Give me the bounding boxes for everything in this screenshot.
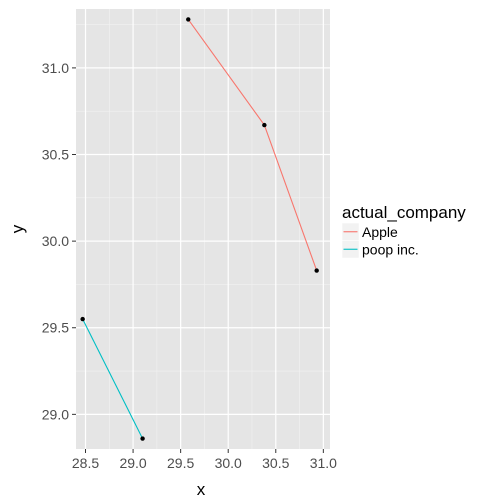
x-axis: 28.5 29.0 29.5 30.0 30.5 31.0 xyxy=(72,449,337,471)
plot-panel xyxy=(76,9,330,449)
x-tick-label: 30.5 xyxy=(262,455,289,471)
x-tick-label: 31.0 xyxy=(310,455,337,471)
legend-key: Apple xyxy=(341,222,398,241)
data-point xyxy=(314,268,319,273)
data-point xyxy=(186,17,191,22)
legend-title: actual_company xyxy=(342,203,466,222)
data-point xyxy=(140,436,145,441)
data-point xyxy=(262,122,267,128)
x-tick-label: 28.5 xyxy=(72,455,99,471)
y-axis: 29.0 29.5 30.0 30.5 31.0 xyxy=(42,60,76,422)
x-axis-title: x xyxy=(197,480,206,499)
major-gridlines xyxy=(76,9,330,449)
y-tick-label: 31.0 xyxy=(42,60,69,76)
y-axis-title: y xyxy=(8,224,27,233)
y-tick-label: 30.0 xyxy=(42,233,69,249)
y-tick-label: 29.5 xyxy=(42,320,69,336)
minor-gridlines xyxy=(76,9,330,449)
x-tick-label: 29.0 xyxy=(119,455,146,471)
y-tick-label: 30.5 xyxy=(42,147,69,163)
y-tick-label: 29.0 xyxy=(42,406,69,422)
points-layer xyxy=(80,17,319,441)
data-point xyxy=(80,316,85,322)
legend-label: Apple xyxy=(362,224,398,240)
x-tick-label: 29.5 xyxy=(167,455,194,471)
x-tick-label: 30.0 xyxy=(215,455,242,471)
series-line-poop-inc xyxy=(82,318,144,439)
legend-key: poop inc. xyxy=(341,240,419,259)
legend-label: poop inc. xyxy=(362,241,419,257)
